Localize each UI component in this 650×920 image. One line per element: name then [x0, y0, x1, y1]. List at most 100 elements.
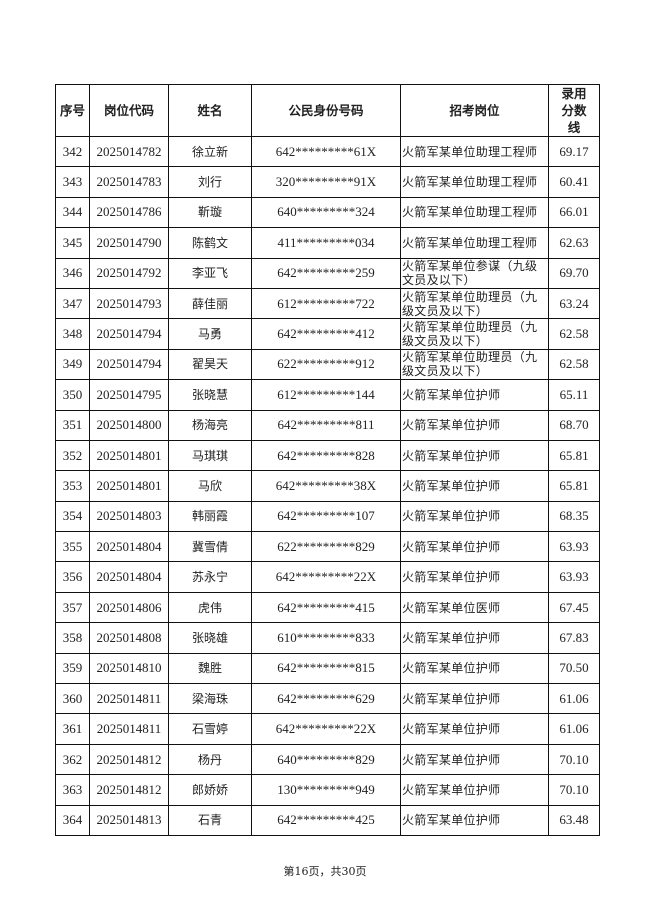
- cell-position: 火箭军某单位护师: [400, 379, 549, 411]
- cell-position-code: 2025014810: [89, 652, 169, 685]
- cell-score: 70.10: [548, 743, 600, 776]
- cell-name: 陈鹤文: [168, 227, 252, 259]
- cell-name: 李亚飞: [168, 257, 252, 289]
- cell-position-code: 2025014794: [89, 348, 169, 381]
- cell-position-code: 2025014782: [89, 135, 169, 168]
- cell-index: 343: [55, 166, 90, 198]
- cell-id-number: 622*********829: [251, 531, 401, 563]
- cell-score: 62.58: [548, 318, 600, 350]
- cell-index: 362: [55, 743, 90, 776]
- cell-position: 火箭军某单位助理工程师: [400, 196, 549, 229]
- cell-index: 342: [55, 135, 90, 168]
- header-position-code: 岗位代码: [89, 84, 169, 137]
- table-row: 360 2025014811 梁海珠 642*********629 火箭军某单位护师 6…: [55, 683, 600, 715]
- cell-score: 65.81: [548, 439, 600, 472]
- cell-id-number: 642*********412: [251, 318, 401, 350]
- cell-index: 351: [55, 409, 90, 441]
- cell-index: 358: [55, 622, 90, 654]
- cell-name: 张晓慧: [168, 379, 252, 411]
- cell-id-number: 610*********833: [251, 622, 401, 654]
- table-row: 362 2025014812 杨丹 640*********829 火箭军某单位护师 70…: [55, 743, 600, 776]
- cell-score: 63.93: [548, 531, 600, 563]
- cell-id-number: 640*********324: [251, 196, 401, 229]
- cell-name: 靳璇: [168, 196, 252, 229]
- cell-score: 70.10: [548, 774, 600, 806]
- cell-score: 62.58: [548, 348, 600, 381]
- cell-index: 364: [55, 804, 90, 836]
- header-index: 序号: [55, 84, 90, 137]
- table-row: 344 2025014786 靳璇 640*********324 火箭军某单位助理工程…: [55, 196, 600, 229]
- cell-id-number: 130*********949: [251, 774, 401, 806]
- cell-score: 65.11: [548, 379, 600, 411]
- cell-position: 火箭军某单位护师: [400, 743, 549, 776]
- cell-id-number: 642*********259: [251, 257, 401, 289]
- cell-position-code: 2025014811: [89, 713, 169, 745]
- cell-name: 马琪琪: [168, 439, 252, 472]
- cell-id-number: 642*********22X: [251, 561, 401, 593]
- cell-position: 火箭军某单位护师: [400, 622, 549, 654]
- cell-index: 347: [55, 287, 90, 320]
- admission-table: 序号 岗位代码 姓名 公民身份号码 招考岗位 录用分数线 342 20250147…: [55, 84, 600, 836]
- cell-name: 刘行: [168, 166, 252, 198]
- page-number: 第16页，共30页: [283, 865, 367, 878]
- header-id-number: 公民身份号码: [251, 84, 401, 137]
- cell-score: 61.06: [548, 713, 600, 745]
- cell-index: 345: [55, 227, 90, 259]
- table-row: 364 2025014813 石青 642*********425 火箭军某单位护师 63…: [55, 804, 600, 836]
- table-row: 350 2025014795 张晓慧 612*********144 火箭军某单位护师 6…: [55, 379, 600, 411]
- cell-id-number: 411*********034: [251, 227, 401, 259]
- table-row: 354 2025014803 韩丽霞 642*********107 火箭军某单位护师 6…: [55, 500, 600, 533]
- table-row: 352 2025014801 马琪琪 642*********828 火箭军某单位护师 6…: [55, 439, 600, 472]
- cell-position-code: 2025014792: [89, 257, 169, 289]
- table-row: 359 2025014810 魏胜 642*********815 火箭军某单位护师 70…: [55, 652, 600, 685]
- cell-index: 359: [55, 652, 90, 685]
- cell-name: 石青: [168, 804, 252, 836]
- cell-name: 马欣: [168, 470, 252, 502]
- cell-name: 郎娇娇: [168, 774, 252, 806]
- table-row: 342 2025014782 徐立新 642*********61X 火箭军某单位助理工…: [55, 135, 600, 168]
- header-score: 录用分数线: [548, 84, 600, 137]
- cell-index: 355: [55, 531, 90, 563]
- table-row: 357 2025014806 虎伟 642*********415 火箭军某单位医师 67…: [55, 591, 600, 624]
- cell-index: 346: [55, 257, 90, 289]
- cell-position: 火箭军某单位护师: [400, 561, 549, 593]
- cell-name: 梁海珠: [168, 683, 252, 715]
- cell-name: 翟昊天: [168, 348, 252, 381]
- cell-position: 火箭军某单位助理工程师: [400, 166, 549, 198]
- cell-position: 火箭军某单位助理员（九级文员及以下）: [400, 318, 549, 350]
- cell-id-number: 642*********22X: [251, 713, 401, 745]
- cell-score: 70.50: [548, 652, 600, 685]
- cell-index: 352: [55, 439, 90, 472]
- cell-score: 60.41: [548, 166, 600, 198]
- cell-position-code: 2025014801: [89, 470, 169, 502]
- cell-score: 69.17: [548, 135, 600, 168]
- cell-name: 杨丹: [168, 743, 252, 776]
- cell-position-code: 2025014812: [89, 774, 169, 806]
- cell-position-code: 2025014803: [89, 500, 169, 533]
- table-row: 348 2025014794 马勇 642*********412 火箭军某单位助理员（…: [55, 318, 600, 350]
- cell-index: 354: [55, 500, 90, 533]
- table-row: 353 2025014801 马欣 642*********38X 火箭军某单位护师 65…: [55, 470, 600, 502]
- cell-name: 韩丽霞: [168, 500, 252, 533]
- cell-index: 361: [55, 713, 90, 745]
- cell-score: 63.93: [548, 561, 600, 593]
- table-row: 343 2025014783 刘行 320*********91X 火箭军某单位助理工程…: [55, 166, 600, 198]
- cell-position: 火箭军某单位医师: [400, 591, 549, 624]
- header-position: 招考岗位: [400, 84, 549, 137]
- cell-name: 魏胜: [168, 652, 252, 685]
- table-row: 355 2025014804 冀雪倩 622*********829 火箭军某单位护师 6…: [55, 531, 600, 563]
- cell-position: 火箭军某单位助理工程师: [400, 135, 549, 168]
- cell-id-number: 642*********629: [251, 683, 401, 715]
- cell-id-number: 642*********425: [251, 804, 401, 836]
- cell-position: 火箭军某单位护师: [400, 713, 549, 745]
- cell-position: 火箭军某单位护师: [400, 804, 549, 836]
- cell-name: 马勇: [168, 318, 252, 350]
- cell-position-code: 2025014806: [89, 591, 169, 624]
- table-row: 361 2025014811 石雪婷 642*********22X 火箭军某单位护师 6…: [55, 713, 600, 745]
- cell-id-number: 642*********107: [251, 500, 401, 533]
- cell-position: 火箭军某单位护师: [400, 531, 549, 563]
- table-row: 349 2025014794 翟昊天 622*********912 火箭军某单位助理员…: [55, 348, 600, 381]
- table-row: 346 2025014792 李亚飞 642*********259 火箭军某单位参谋（…: [55, 257, 600, 289]
- cell-position: 火箭军某单位助理工程师: [400, 227, 549, 259]
- table-row: 356 2025014804 苏永宁 642*********22X 火箭军某单位护师 6…: [55, 561, 600, 593]
